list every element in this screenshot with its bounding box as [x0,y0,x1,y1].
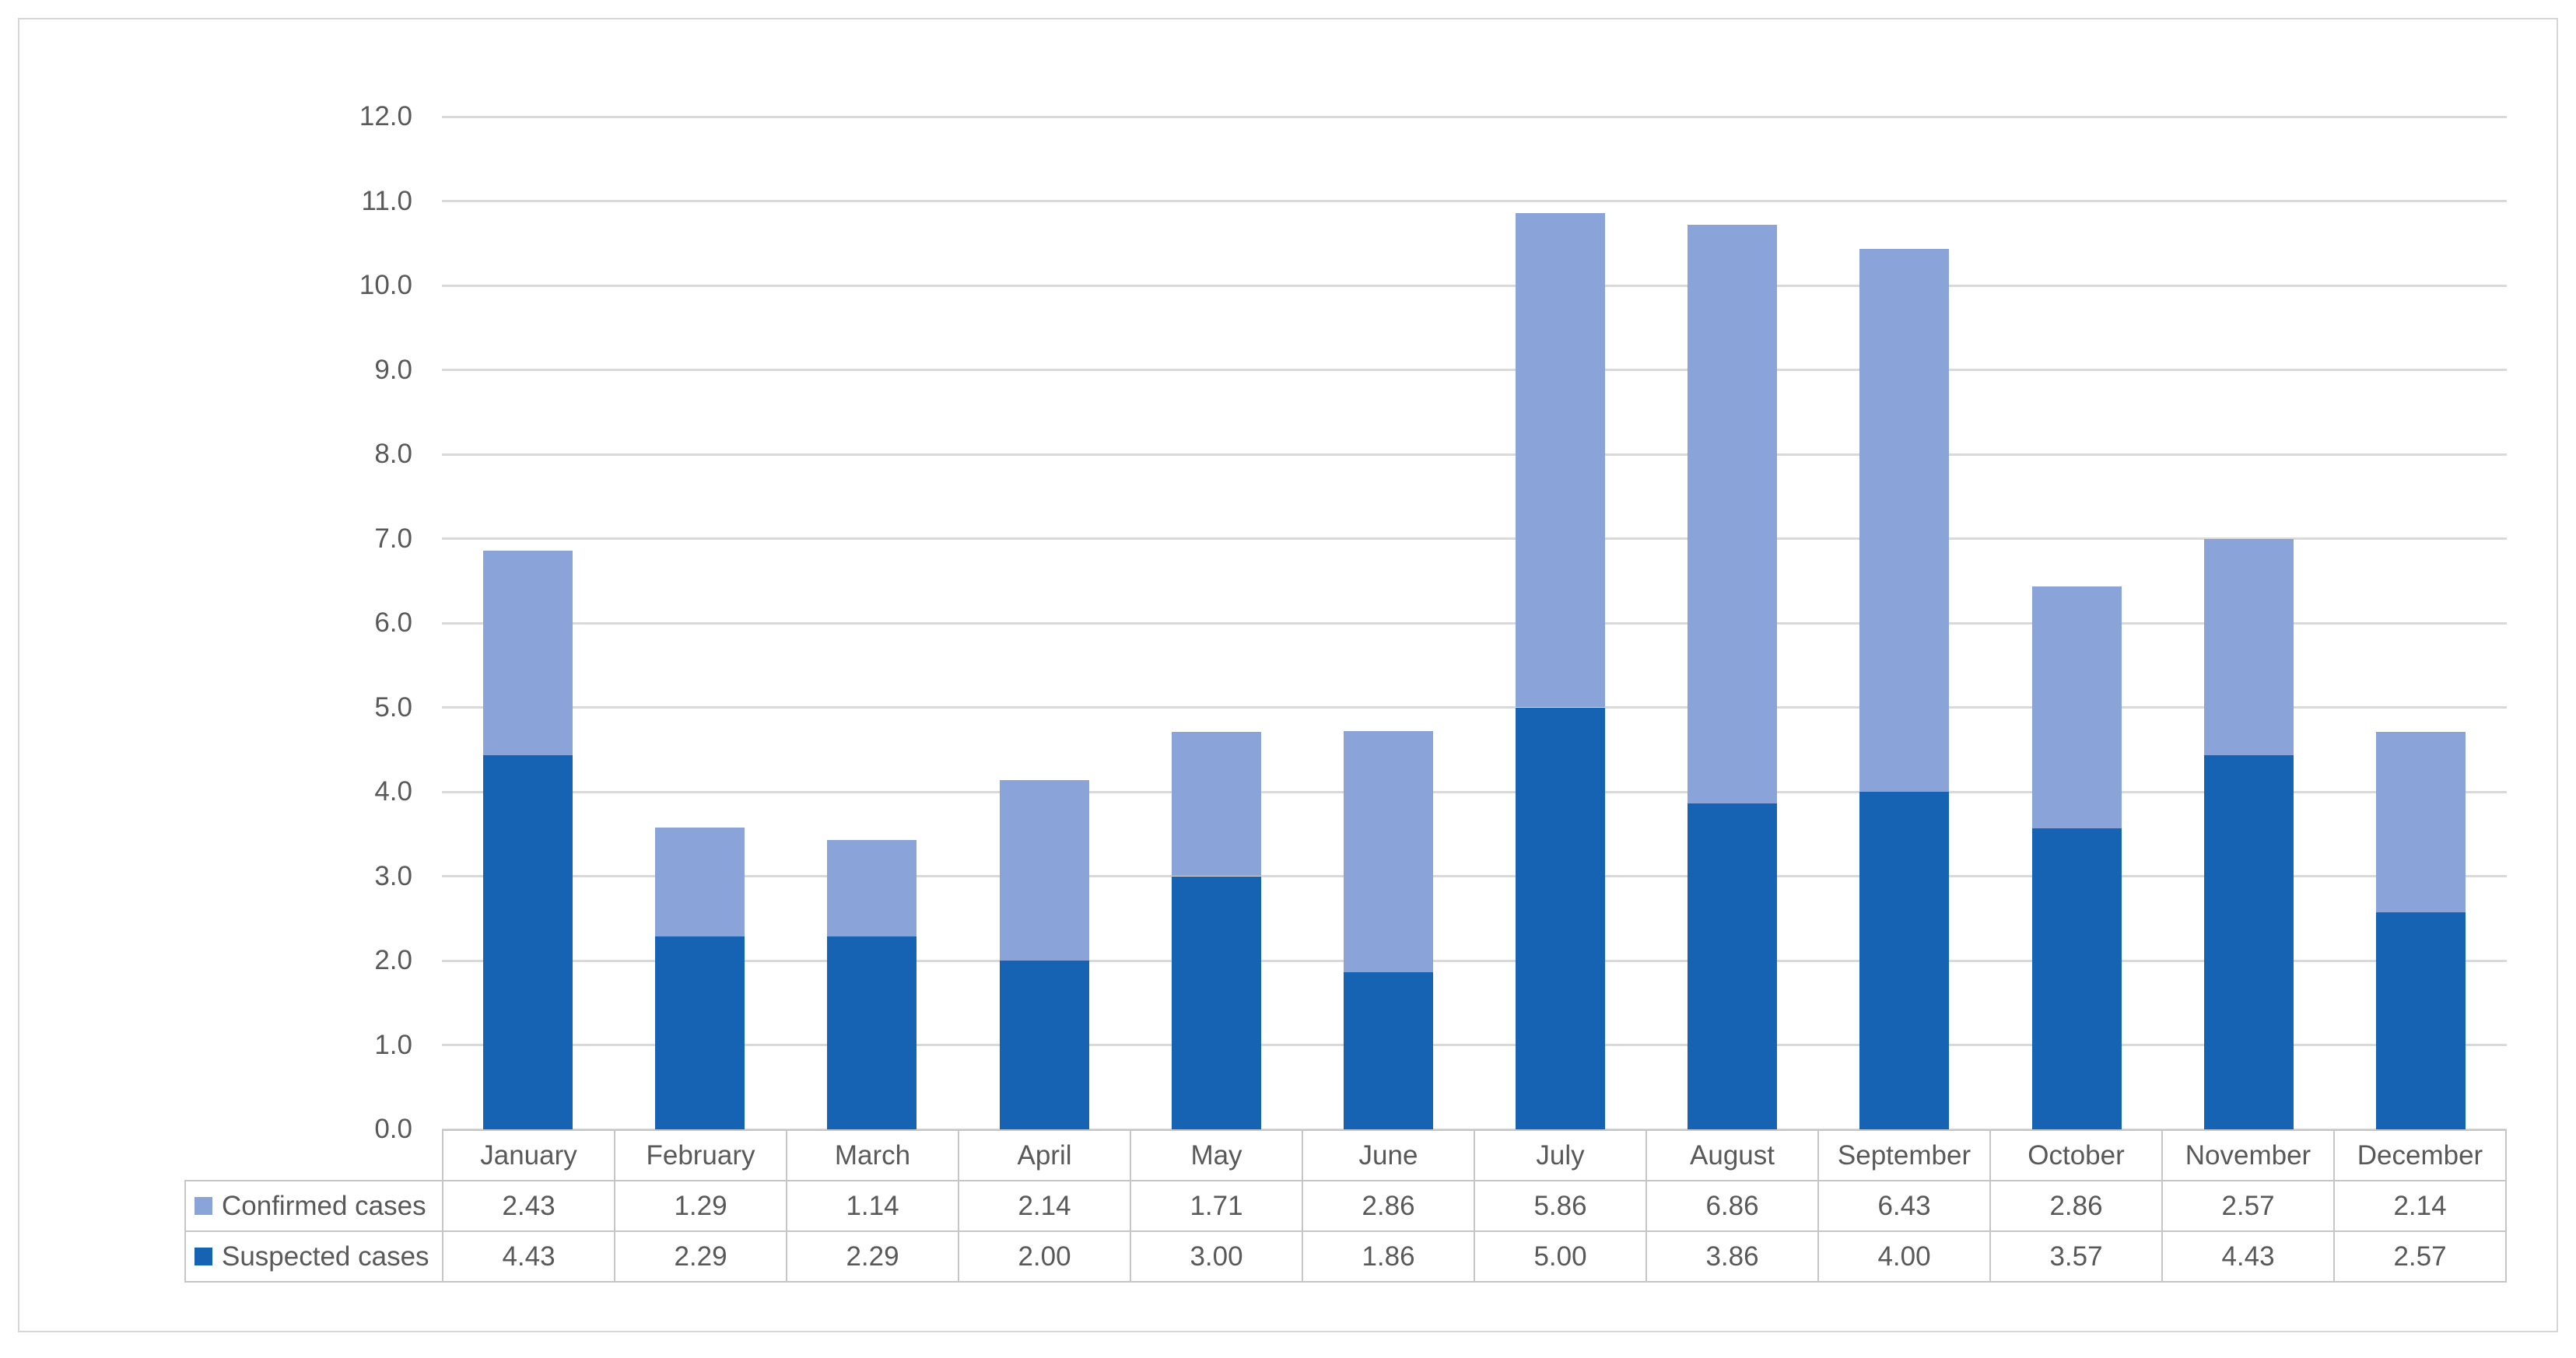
table-header-november: November [2161,1129,2335,1181]
gridline [442,875,2507,877]
bar-april-confirmed-segment [999,779,1089,961]
gridline [442,959,2507,962]
table-cell-suspected-cases-march: 2.29 [786,1230,959,1283]
table-cell-suspected-cases-february: 2.29 [614,1230,787,1283]
gridline [442,790,2507,793]
table-cell-suspected-cases-november: 4.43 [2161,1230,2335,1283]
bar-november-suspected-segment [2203,755,2294,1129]
y-axis-tick-label: 1.0 [374,1029,412,1060]
table-header-january: January [442,1129,615,1181]
y-axis-tick-label: 2.0 [374,945,412,975]
table-header-september: September [1817,1129,1991,1181]
bar-february-suspected-segment [655,936,745,1129]
table-corner-cell [185,1130,443,1181]
gridline [442,284,2507,287]
y-axis-tick-label: 10.0 [359,270,412,300]
gridline [442,706,2507,709]
table-cell-confirmed-cases-november: 2.57 [2161,1180,2335,1232]
gridline [442,1128,2507,1131]
bar-september-suspected-segment [1859,792,1950,1129]
table-cell-suspected-cases-october: 3.57 [1989,1230,2163,1283]
table-cell-confirmed-cases-july: 5.86 [1474,1180,1647,1232]
bar-july-suspected-segment [1516,707,1606,1129]
table-row-confirmed-cases: Confirmed cases 2.43 1.29 1.14 2.14 1.71 2.86 5… [184,1180,2507,1232]
table-header-december: December [2333,1129,2507,1181]
legend-item-confirmed-cases: Confirmed cases [184,1180,443,1232]
table-header-february: February [614,1129,787,1181]
table-cell-confirmed-cases-may: 1.71 [1130,1180,1303,1232]
bar-may-confirmed-segment [1171,731,1261,877]
table-cell-confirmed-cases-june: 2.86 [1302,1180,1475,1232]
bar-may-suspected-segment [1171,876,1261,1129]
table-cell-confirmed-cases-january: 2.43 [442,1180,615,1232]
y-axis-tick-label: 11.0 [361,185,412,216]
table-cell-confirmed-cases-october: 2.86 [1989,1180,2163,1232]
table-header-march: March [786,1129,959,1181]
table-row-suspected-cases: Suspected cases 4.43 2.29 2.29 2.00 3.00 1.86 5… [184,1230,2507,1283]
data-table: January February March April May June July Augu… [184,1129,2507,1283]
bar-july-confirmed-segment [1516,212,1606,708]
table-cell-suspected-cases-august: 3.86 [1645,1230,1819,1283]
y-axis-tick-label: 12.0 [359,101,412,131]
bar-april-suspected-segment [999,961,1089,1129]
table-cell-suspected-cases-september: 4.00 [1817,1230,1991,1283]
gridline [442,115,2507,118]
bar-august-suspected-segment [1688,803,1778,1129]
y-axis-tick-label: 9.0 [374,354,412,385]
y-axis-tick-label: 7.0 [374,523,412,554]
bar-august-confirmed-segment [1688,224,1778,804]
table-cell-confirmed-cases-april: 2.14 [958,1180,1131,1232]
chart-frame [18,18,2558,1332]
gridline [442,537,2507,540]
y-axis-tick-label: 6.0 [374,607,412,638]
bar-december-confirmed-segment [2375,731,2466,913]
table-cell-confirmed-cases-september: 6.43 [1817,1180,1991,1232]
y-axis-tick-label: 8.0 [374,439,412,469]
gridline [442,200,2507,202]
table-cell-suspected-cases-may: 3.00 [1130,1230,1303,1283]
legend-swatch-suspected-cases-icon [195,1247,212,1265]
bar-march-confirmed-segment [827,839,917,936]
bar-march-suspected-segment [827,936,917,1129]
table-cell-confirmed-cases-december: 2.14 [2333,1180,2507,1232]
table-header-row: January February March April May June July Augu… [185,1129,2507,1181]
bar-january-confirmed-segment [483,550,573,756]
table-cell-confirmed-cases-march: 1.14 [786,1180,959,1232]
gridline [442,369,2507,371]
table-cell-confirmed-cases-august: 6.86 [1645,1180,1819,1232]
y-axis-tick-label: 3.0 [374,860,412,891]
bar-november-confirmed-segment [2203,538,2294,756]
gridline [442,453,2507,456]
table-header-july: July [1474,1129,1647,1181]
table-cell-suspected-cases-april: 2.00 [958,1230,1131,1283]
bar-october-confirmed-segment [2031,586,2122,828]
bar-october-suspected-segment [2031,828,2122,1129]
bar-june-confirmed-segment [1343,730,1433,973]
table-header-june: June [1302,1129,1475,1181]
legend-label-confirmed-cases: Confirmed cases [222,1190,426,1221]
gridline [442,621,2507,625]
table-header-april: April [958,1129,1131,1181]
table-header-october: October [1989,1129,2163,1181]
table-cell-suspected-cases-june: 1.86 [1302,1230,1475,1283]
y-axis-tick-label: 0.0 [374,1114,412,1144]
legend-item-suspected-cases: Suspected cases [184,1230,443,1283]
gridline [442,1044,2507,1046]
bar-february-confirmed-segment [655,827,745,936]
table-header-august: August [1645,1129,1819,1181]
table-cell-confirmed-cases-february: 1.29 [614,1180,787,1232]
table-cell-suspected-cases-july: 5.00 [1474,1230,1647,1283]
bar-september-confirmed-segment [1859,249,1950,792]
bar-june-suspected-segment [1343,972,1433,1129]
table-header-may: May [1130,1129,1303,1181]
y-axis-tick-label: 4.0 [374,776,412,807]
table-cell-suspected-cases-january: 4.43 [442,1230,615,1283]
bar-january-suspected-segment [483,755,573,1129]
bar-december-suspected-segment [2375,912,2466,1129]
legend-swatch-confirmed-cases-icon [195,1196,212,1215]
y-axis-tick-label: 5.0 [374,691,412,723]
legend-label-suspected-cases: Suspected cases [222,1241,429,1272]
table-cell-suspected-cases-december: 2.57 [2333,1230,2507,1283]
